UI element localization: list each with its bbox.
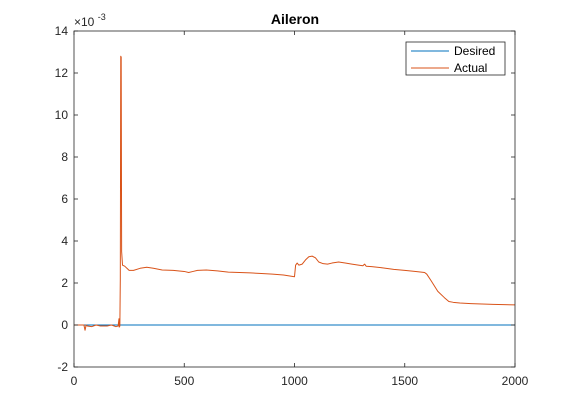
legend-label-desired: Desired [454, 44, 495, 58]
y-axis-exponent-label: ×10 -3 [74, 12, 106, 29]
x-tick-label: 2000 [502, 374, 529, 388]
y-axis-exponent-base: ×10 [74, 15, 95, 29]
series-line-actual [74, 55, 516, 331]
y-tick-label: 6 [61, 192, 68, 206]
legend-box [405, 41, 506, 76]
tick-marks [73, 30, 516, 368]
series-group [74, 55, 516, 331]
chart-title: Aileron [271, 11, 319, 27]
x-tick-label: 1500 [391, 374, 418, 388]
y-tick-label: 2 [61, 276, 68, 290]
x-tick-label: 1000 [281, 374, 308, 388]
plot-area [74, 31, 515, 367]
y-tick-labels: -2 0 2 4 6 8 10 12 14 [55, 24, 69, 374]
y-tick-label: 0 [61, 318, 68, 332]
y-tick-label: 12 [55, 66, 69, 80]
y-tick-label: 4 [61, 234, 68, 248]
y-tick-label: 8 [61, 150, 68, 164]
legend-label-actual: Actual [454, 61, 487, 75]
x-tick-label: 500 [174, 374, 194, 388]
x-tick-label: 0 [71, 374, 78, 388]
y-tick-label: 10 [55, 108, 69, 122]
y-tick-label: 14 [55, 24, 69, 38]
legend: Desired Actual [405, 41, 506, 76]
y-tick-label: -2 [57, 360, 68, 374]
y-axis-exponent-power: -3 [98, 12, 106, 22]
x-tick-labels: 0 500 1000 1500 2000 [71, 374, 529, 388]
